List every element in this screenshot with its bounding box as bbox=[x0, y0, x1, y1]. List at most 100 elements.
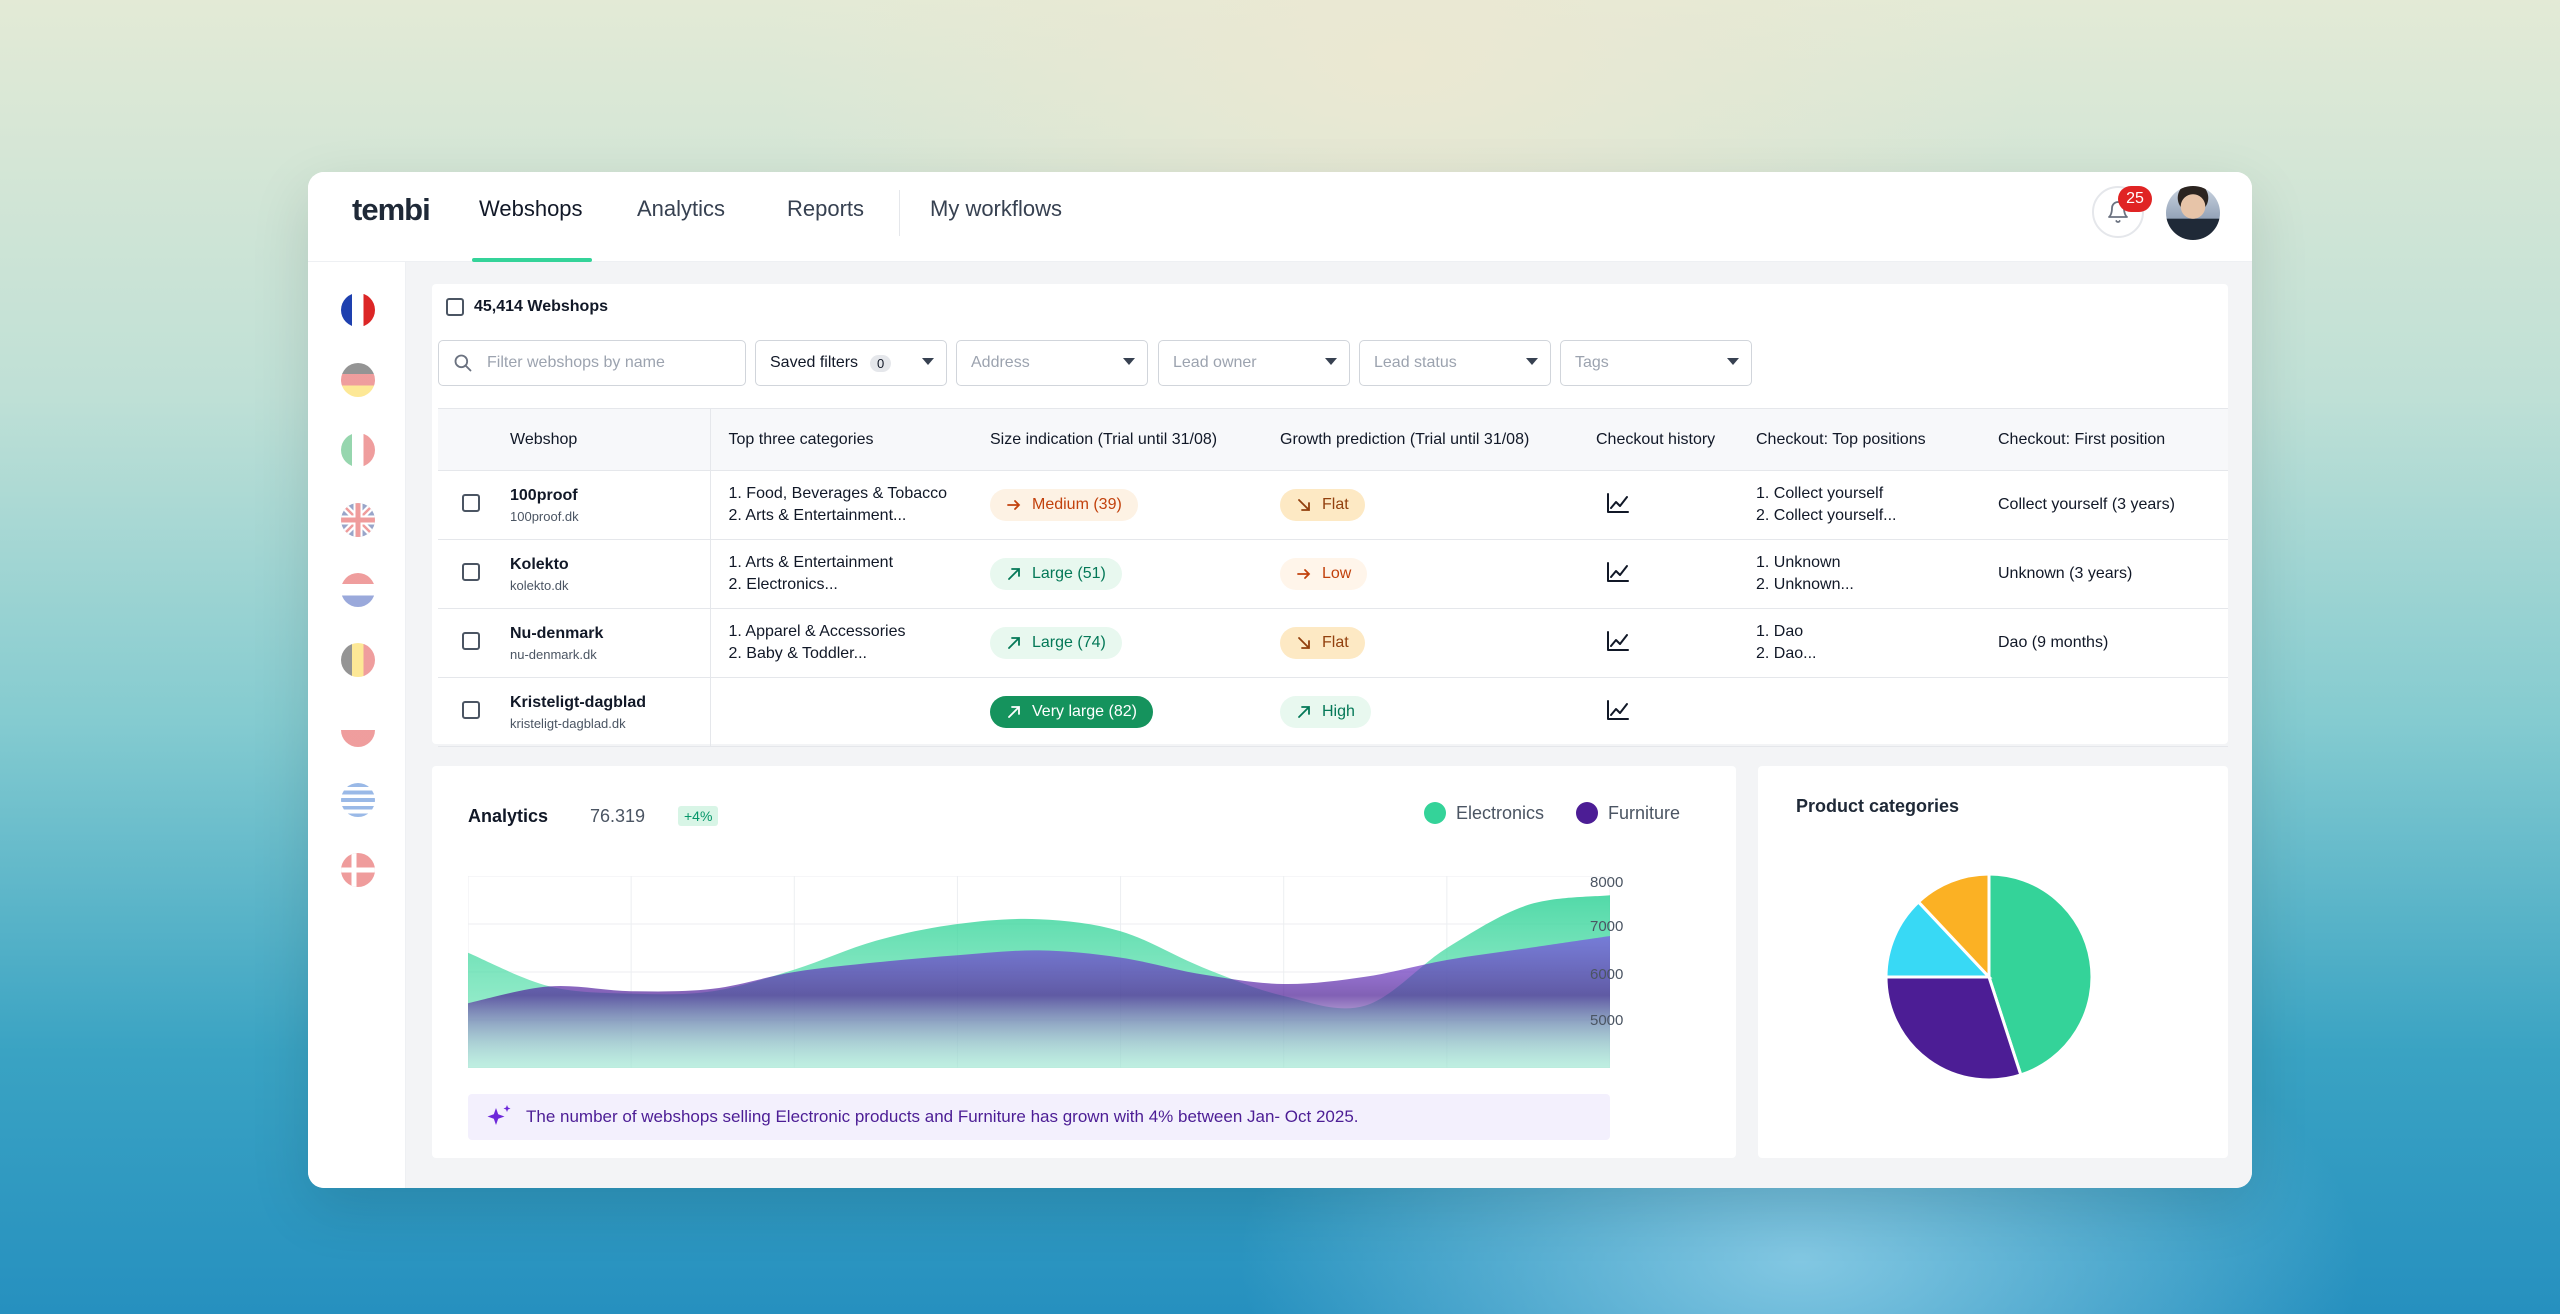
line-chart-icon[interactable] bbox=[1606, 699, 1630, 721]
table-row[interactable]: Kolekto kolekto.dk 1. Arts & Entertainme… bbox=[438, 539, 2228, 609]
categories-cell: 1. Apparel & Accessories 2. Baby & Toddl… bbox=[710, 608, 972, 678]
pie-slice-3[interactable] bbox=[1884, 899, 1993, 979]
history-cell bbox=[1578, 470, 1738, 540]
product-categories-card: Product categories bbox=[1758, 766, 2228, 1158]
webshop-url: kristeligt-dagblad.dk bbox=[510, 715, 626, 731]
header-checkout-top-positions[interactable]: Checkout: Top positions bbox=[1738, 408, 1980, 471]
nav-divider bbox=[899, 190, 900, 236]
tab-my-workflows[interactable]: My workflows bbox=[930, 196, 1063, 221]
size-label: Very large (82) bbox=[1032, 703, 1137, 720]
select-all-checkbox[interactable] bbox=[446, 298, 464, 316]
category-2: 2. Baby & Toddler... bbox=[728, 645, 867, 662]
arrow-right-icon bbox=[1007, 500, 1021, 510]
webshop-name[interactable]: Kolekto bbox=[510, 555, 569, 573]
address-filter[interactable]: Address bbox=[956, 340, 1148, 386]
legend-label-electronics: Electronics bbox=[1456, 802, 1545, 823]
header-top-categories[interactable]: Top three categories bbox=[710, 408, 972, 471]
arrow-right-icon bbox=[1297, 569, 1311, 579]
select-all[interactable]: 45,414 Webshops bbox=[446, 298, 608, 316]
flag-germany-icon[interactable] bbox=[341, 363, 375, 397]
pie-slice-1[interactable] bbox=[1987, 872, 2094, 1077]
size-badge: Medium (39) bbox=[990, 489, 1138, 521]
top-position-2: 2. Dao... bbox=[1756, 645, 1817, 662]
analytics-value: 76.319 bbox=[590, 806, 646, 826]
country-sidebar bbox=[308, 262, 406, 1188]
chevron-down-icon bbox=[1526, 358, 1538, 365]
table-row[interactable]: Nu-denmark nu-denmark.dk 1. Apparel & Ac… bbox=[438, 608, 2228, 678]
top-position-2: 2. Collect yourself... bbox=[1756, 507, 1897, 524]
series-area-furniture bbox=[468, 936, 1610, 1068]
flag-greece-icon[interactable] bbox=[341, 783, 375, 817]
webshop-url: kolekto.dk bbox=[510, 577, 569, 593]
flag-france-icon[interactable] bbox=[341, 293, 375, 327]
legend-dot-furniture bbox=[1576, 802, 1598, 824]
analytics-card: Analytics 76.319 +4% Electronics Furnitu… bbox=[432, 766, 1736, 1158]
webshop-name[interactable]: 100proof bbox=[510, 486, 578, 504]
tab-webshops[interactable]: Webshops bbox=[479, 196, 583, 221]
search-input[interactable]: Filter webshops by name bbox=[438, 340, 746, 386]
category-1: 1. Arts & Entertainment bbox=[728, 554, 894, 571]
product-categories-title: Product categories bbox=[1796, 796, 1960, 816]
top-position-1: 1. Dao bbox=[1756, 623, 1804, 640]
saved-filters-count: 0 bbox=[870, 354, 892, 372]
first-position-cell: Collect yourself (3 years) bbox=[1980, 470, 2228, 540]
logo[interactable]: tembi bbox=[352, 192, 431, 227]
webshop-name[interactable]: Nu-denmark bbox=[510, 624, 604, 642]
row-checkbox[interactable] bbox=[462, 562, 480, 581]
header-webshop[interactable]: Webshop bbox=[498, 408, 711, 471]
tab-reports[interactable]: Reports bbox=[787, 196, 865, 221]
lead-status-filter[interactable]: Lead status bbox=[1359, 340, 1551, 386]
header-checkout-first-position[interactable]: Checkout: First position bbox=[1980, 408, 2228, 471]
product-categories-pie bbox=[1884, 872, 2094, 1082]
webshop-name[interactable]: Kristeligt-dagblad bbox=[510, 693, 647, 711]
legend-electronics[interactable]: Electronics bbox=[1424, 802, 1544, 824]
flag-denmark-icon[interactable] bbox=[341, 853, 375, 887]
growth-label: Flat bbox=[1322, 496, 1349, 513]
first-position-cell: Dao (9 months) bbox=[1980, 608, 2228, 678]
lead-owner-filter[interactable]: Lead owner bbox=[1158, 340, 1350, 386]
table-row[interactable]: 100proof 100proof.dk 1. Food, Beverages … bbox=[438, 470, 2228, 540]
row-checkbox[interactable] bbox=[462, 631, 480, 650]
line-chart-icon[interactable] bbox=[1606, 561, 1630, 583]
flag-netherlands-icon[interactable] bbox=[341, 573, 375, 607]
category-2: 2. Arts & Entertainment... bbox=[728, 507, 907, 524]
header-growth-prediction[interactable]: Growth prediction (Trial until 31/08) bbox=[1262, 408, 1578, 471]
size-badge: Very large (82) bbox=[990, 696, 1153, 728]
header-size-indication[interactable]: Size indication (Trial until 31/08) bbox=[972, 408, 1262, 471]
bell-icon bbox=[2108, 201, 2128, 223]
row-checkbox-cell bbox=[438, 608, 498, 678]
pie-slice-2[interactable] bbox=[1884, 975, 2023, 1082]
table-header-row: Webshop Top three categories Size indica… bbox=[438, 408, 2228, 471]
legend-dot-electronics bbox=[1424, 802, 1446, 824]
legend-furniture[interactable]: Furniture bbox=[1576, 802, 1680, 824]
size-cell: Very large (82) bbox=[972, 677, 1262, 747]
pie-slice-4[interactable] bbox=[1916, 872, 1991, 981]
flag-belgium-icon[interactable] bbox=[341, 643, 375, 677]
tags-filter[interactable]: Tags bbox=[1560, 340, 1752, 386]
growth-label: High bbox=[1322, 703, 1355, 720]
growth-cell: Flat bbox=[1262, 470, 1578, 540]
flag-poland-icon[interactable] bbox=[341, 713, 375, 747]
avatar[interactable] bbox=[2166, 186, 2220, 240]
top-navigation: tembi Webshops Analytics Reports My work… bbox=[308, 172, 2252, 262]
size-label: Medium (39) bbox=[1032, 496, 1122, 513]
line-chart-icon[interactable] bbox=[1606, 492, 1630, 514]
row-checkbox[interactable] bbox=[462, 493, 480, 512]
webshops-table: Webshop Top three categories Size indica… bbox=[438, 408, 2228, 747]
row-checkbox[interactable] bbox=[462, 700, 480, 719]
top-positions-cell: 1. Collect yourself 2. Collect yourself.… bbox=[1738, 470, 1980, 540]
flag-united-kingdom-icon[interactable] bbox=[341, 503, 375, 537]
growth-cell: Low bbox=[1262, 539, 1578, 609]
header-checkout-history[interactable]: Checkout history bbox=[1578, 408, 1738, 471]
chevron-down-icon bbox=[1325, 358, 1337, 365]
chevron-down-icon bbox=[1727, 358, 1739, 365]
category-1: 1. Apparel & Accessories bbox=[728, 623, 906, 640]
size-badge: Large (74) bbox=[990, 627, 1122, 659]
flag-italy-icon[interactable] bbox=[341, 433, 375, 467]
table-row[interactable]: Kristeligt-dagblad kristeligt-dagblad.dk… bbox=[438, 677, 2228, 747]
saved-filters-dropdown[interactable]: Saved filters 0 bbox=[755, 340, 947, 386]
analytics-area-chart bbox=[468, 876, 1610, 1068]
growth-label: Low bbox=[1322, 565, 1352, 582]
line-chart-icon[interactable] bbox=[1606, 630, 1630, 652]
tab-analytics[interactable]: Analytics bbox=[637, 196, 726, 221]
